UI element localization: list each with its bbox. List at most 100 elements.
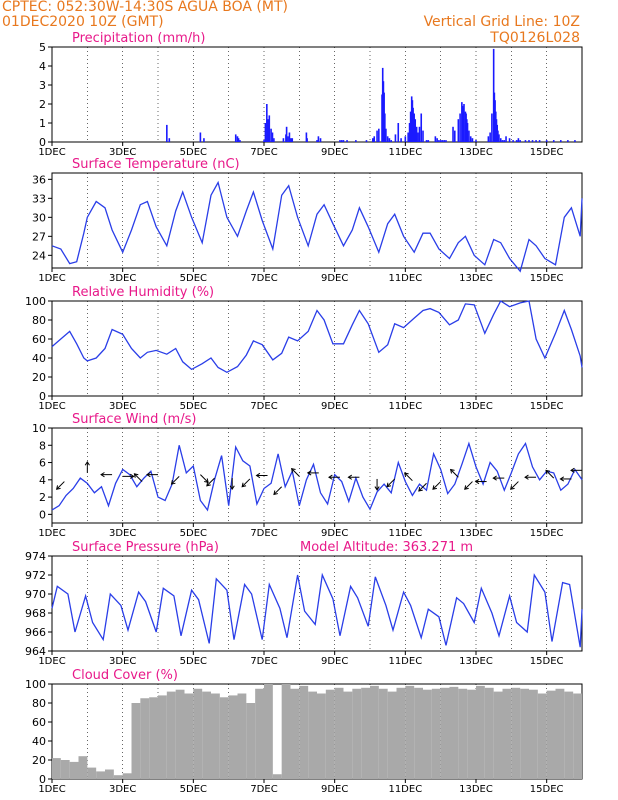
- wind-vector: [450, 469, 459, 478]
- x-tick-label: 11DEC: [388, 528, 422, 539]
- x-tick-label: 9DEC: [321, 147, 348, 158]
- precip-bar: [512, 140, 514, 142]
- x-tick-label: 9DEC: [321, 401, 348, 412]
- model-id: TQ0126L028: [490, 30, 580, 46]
- x-tick-label: 1DEC: [38, 528, 65, 539]
- precip-bar: [528, 140, 530, 142]
- cloud-bar: [493, 691, 503, 779]
- x-tick-label: 9DEC: [321, 784, 348, 795]
- precip-bar: [498, 134, 500, 142]
- wind-vector-head: [404, 472, 409, 477]
- y-tick-label: 0: [39, 508, 46, 521]
- cloud-bar: [193, 688, 203, 779]
- precip-bar: [508, 138, 511, 142]
- cloud-bar: [529, 689, 538, 779]
- x-tick-label: 11DEC: [388, 784, 422, 795]
- x-tick-label: 13DEC: [459, 273, 493, 284]
- cloud-bar: [334, 687, 344, 779]
- wind-vector-head: [449, 468, 455, 474]
- precip-bar: [443, 140, 445, 142]
- y-tick-label: 0: [39, 136, 46, 149]
- y-tick-label: 100: [25, 295, 46, 308]
- x-tick-label: 15DEC: [530, 273, 564, 284]
- cloud-bar: [343, 691, 353, 779]
- precip-bar: [501, 140, 504, 142]
- cloud-bar: [113, 775, 123, 779]
- wind-vector: [206, 477, 215, 487]
- cloud-bar: [440, 687, 450, 779]
- x-tick-label: 13DEC: [459, 401, 493, 412]
- cloud-bar: [325, 689, 335, 779]
- cloud-bar: [502, 688, 512, 779]
- cloud-bar: [78, 756, 88, 779]
- wind-vector: [273, 486, 283, 495]
- cloud-bar: [122, 773, 132, 779]
- cloud-bar: [387, 691, 397, 779]
- wind-vector-head: [474, 478, 480, 485]
- x-tick-label: 15DEC: [530, 147, 564, 158]
- x-tick-label: 3DEC: [109, 147, 136, 158]
- precip-bar: [376, 130, 378, 142]
- precip-bar: [203, 138, 205, 142]
- wind-vector-head: [84, 460, 90, 466]
- x-tick-label: 15DEC: [530, 528, 564, 539]
- precip-bar: [417, 132, 419, 142]
- y-tick-label: 24: [32, 249, 46, 262]
- precip-bar: [385, 128, 387, 142]
- cloud-bar: [423, 689, 432, 779]
- precip-bar: [346, 140, 348, 142]
- wind-vector: [134, 473, 143, 482]
- precip-bar: [535, 140, 537, 142]
- y-tick-label: 1: [39, 117, 46, 130]
- y-tick-label: 2: [39, 491, 46, 504]
- y-tick-label: 60: [32, 716, 46, 729]
- y-tick-label: 100: [25, 678, 46, 691]
- precip-bar: [372, 138, 374, 142]
- precip-bar: [236, 136, 239, 142]
- wind-vector-head: [241, 482, 247, 488]
- precip-bar: [317, 136, 320, 142]
- plot-frame: [51, 46, 583, 143]
- precip-bar: [340, 140, 343, 142]
- x-tick-label: 7DEC: [250, 528, 277, 539]
- cloud-bar: [458, 688, 468, 779]
- precip-bar: [466, 123, 469, 142]
- cloud-bar: [219, 697, 229, 779]
- cloud-bar: [520, 688, 529, 779]
- y-tick-label: 80: [32, 697, 46, 710]
- y-tick-label: 964: [25, 645, 46, 658]
- cloud-bar: [378, 688, 388, 779]
- cloud-bar: [290, 688, 300, 779]
- y-tick-label: 6: [39, 457, 46, 470]
- y-tick-label: 970: [25, 588, 46, 601]
- precip-bar: [239, 140, 241, 142]
- precip-bar: [468, 130, 470, 142]
- cloud-bar: [405, 685, 415, 779]
- precip-bar: [567, 140, 569, 142]
- panel-title: Precipitation (mm/h): [72, 31, 205, 46]
- precip-bar: [234, 134, 237, 142]
- x-tick-label: 5DEC: [180, 528, 207, 539]
- precip-bar: [390, 140, 392, 142]
- precip-bar: [266, 104, 268, 142]
- precip-bar: [418, 126, 421, 142]
- cloud-bar: [60, 760, 70, 779]
- y-tick-label: 3: [39, 79, 46, 92]
- y-tick-label: 60: [32, 333, 46, 346]
- precip-bar: [407, 132, 409, 142]
- wind-vector: [545, 470, 555, 479]
- x-tick-label: 9DEC: [321, 273, 348, 284]
- series-line: [51, 572, 583, 648]
- cloud-bar: [272, 774, 282, 779]
- precip-bar: [285, 126, 288, 142]
- x-tick-label: 1DEC: [38, 784, 65, 795]
- precip-bar: [290, 138, 292, 142]
- x-tick-label: 9DEC: [321, 656, 348, 667]
- precip-bar: [282, 138, 285, 142]
- precip-bar: [267, 119, 270, 142]
- series-line: [51, 180, 583, 273]
- precip-bar: [168, 138, 171, 142]
- precip-bar: [270, 128, 272, 142]
- forecast-start-time: 01DEC2020 10Z (GMT): [2, 14, 164, 30]
- y-tick-label: 10: [32, 422, 46, 435]
